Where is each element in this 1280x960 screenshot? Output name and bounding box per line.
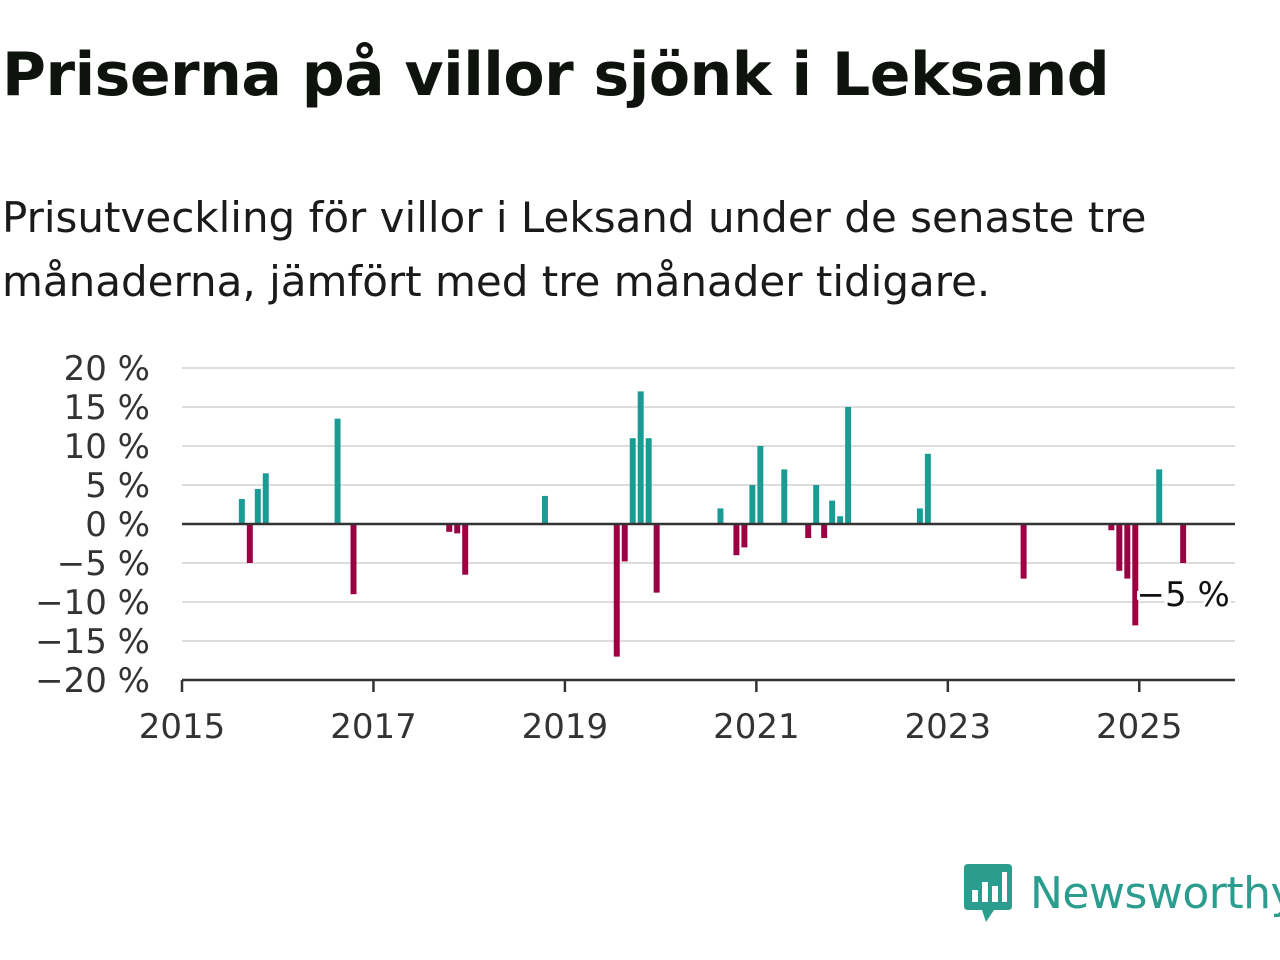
bar	[1132, 524, 1139, 626]
newsworthy-chart-bubble-icon	[964, 864, 1012, 922]
chart-title: Priserna på villor sjönk i Leksand	[2, 40, 1110, 110]
bar	[1180, 524, 1187, 563]
x-tick-label: 2017	[330, 707, 417, 747]
chart-subtitle: Prisutveckling för villor i Leksand unde…	[2, 193, 1147, 306]
bar	[916, 508, 923, 524]
bar	[541, 495, 548, 524]
bar	[781, 469, 788, 524]
bar	[446, 524, 453, 532]
bar	[813, 485, 820, 524]
y-tick-label: −10 %	[35, 583, 150, 623]
bar	[924, 453, 931, 524]
y-tick-label: 10 %	[64, 427, 150, 467]
bar	[238, 499, 245, 524]
bar	[613, 524, 620, 657]
y-tick-label: −5 %	[57, 544, 150, 584]
bar	[837, 516, 844, 524]
bar	[757, 446, 764, 524]
bar	[645, 438, 652, 524]
bar	[829, 500, 836, 524]
y-tick-label: 5 %	[85, 466, 150, 506]
bar	[1116, 524, 1123, 571]
bar	[845, 407, 852, 524]
bar	[821, 524, 828, 539]
y-tick-label: −20 %	[35, 661, 150, 701]
bar	[1124, 524, 1131, 579]
bar	[1108, 524, 1115, 531]
y-tick-label: −15 %	[35, 622, 150, 662]
x-tick-label: 2023	[905, 707, 992, 747]
bar	[629, 438, 636, 524]
bar	[621, 524, 628, 562]
bar	[653, 524, 660, 593]
bar	[637, 391, 644, 524]
bar	[350, 524, 357, 595]
x-tick-label: 2015	[139, 707, 226, 747]
bar	[1020, 524, 1027, 579]
bar	[254, 488, 261, 524]
annotation-label: −5 %	[1137, 575, 1230, 615]
bar	[749, 485, 756, 524]
bar	[733, 524, 740, 556]
bar	[246, 524, 253, 563]
price-change-bar-chart: 20 %15 %10 %5 %0 %−5 %−10 %−15 %−20 %201…	[35, 349, 1235, 747]
bar	[1156, 469, 1163, 524]
brand-name: Newsworthy	[1030, 867, 1280, 919]
bar	[334, 418, 341, 524]
bar	[262, 473, 269, 524]
y-tick-label: 20 %	[64, 349, 150, 389]
x-tick-label: 2025	[1096, 707, 1183, 747]
bar	[805, 524, 812, 539]
y-tick-label: 15 %	[64, 388, 150, 428]
y-tick-label: 0 %	[85, 505, 150, 545]
bar	[462, 524, 469, 575]
x-tick-label: 2019	[522, 707, 609, 747]
bar	[741, 524, 748, 548]
bar	[454, 524, 461, 534]
brand-logo: Newsworthy	[962, 862, 1280, 924]
x-tick-label: 2021	[713, 707, 800, 747]
bar	[717, 508, 724, 524]
